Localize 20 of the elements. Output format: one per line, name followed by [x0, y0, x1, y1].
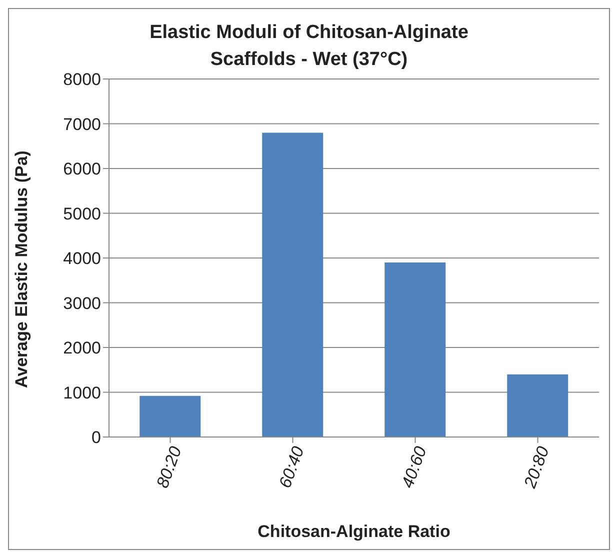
- y-tick-label: 2000: [63, 338, 101, 358]
- bar: [507, 374, 568, 437]
- y-tick-label: 4000: [63, 249, 101, 268]
- y-tick-label: 1000: [63, 383, 101, 402]
- x-tick-label: 20:80: [520, 443, 554, 492]
- bar: [384, 262, 446, 437]
- x-axis-title: Chitosan-Alginate Ratio: [258, 522, 450, 541]
- bar: [140, 396, 201, 437]
- chart-title: Elastic Moduli of Chitosan-Alginate Scaffolds - Wet (37°C): [148, 21, 470, 72]
- y-tick-label: 5000: [63, 204, 101, 224]
- y-tick-label: 0: [92, 428, 101, 448]
- x-tick-label: 80:20: [152, 443, 186, 490]
- bar: [262, 132, 324, 437]
- y-tick-label: 3000: [63, 294, 101, 313]
- y-axis-title: Average Elastic Modulus (Pa): [12, 150, 32, 388]
- x-tick-label: 40:60: [398, 443, 431, 490]
- x-tick-label: 60:40: [275, 443, 308, 490]
- y-tick-label: 7000: [63, 114, 101, 134]
- y-tick-label: 8000: [63, 70, 101, 90]
- y-tick-label: 6000: [63, 160, 101, 179]
